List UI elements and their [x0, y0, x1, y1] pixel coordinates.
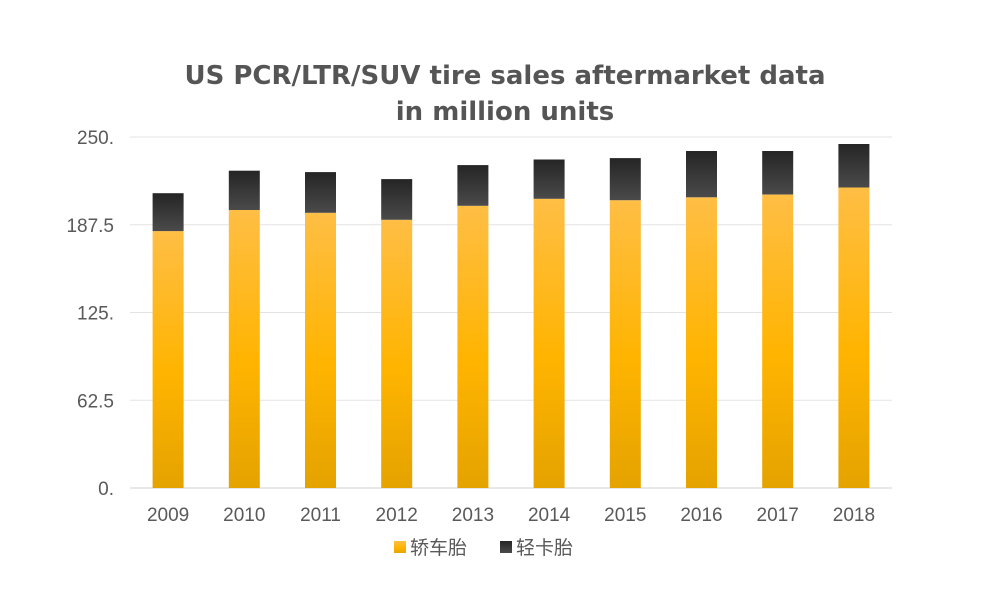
legend-swatch-series-2: [500, 541, 512, 553]
x-tick-label-2014: 2014: [528, 505, 571, 526]
bar-segment-2018-series-2: [838, 144, 870, 188]
x-tick-label-2012: 2012: [376, 505, 418, 526]
bar-segment-2012-series-2: [381, 179, 413, 220]
legend: 轿车胎 轻卡胎: [394, 537, 573, 559]
bar-segment-2014-series-2: [533, 159, 565, 199]
bar-segment-2016-series-1: [686, 197, 717, 488]
x-tick-label-2016: 2016: [680, 505, 722, 526]
y-tick-label: 62.5: [77, 391, 114, 412]
x-tick-label-2010: 2010: [223, 505, 265, 526]
bar-segment-2013-series-2: [457, 165, 489, 206]
y-tick-label: 0.: [98, 479, 114, 500]
bars: [152, 144, 870, 489]
bar-segment-2017-series-2: [762, 151, 794, 195]
bar-segment-2011-series-1: [305, 212, 336, 489]
legend-label-series-2: 轻卡胎: [516, 537, 573, 559]
legend-label-series-1: 轿车胎: [410, 537, 467, 559]
chart-title-line-1: US PCR/LTR/SUV tire sales aftermarket da…: [184, 61, 825, 91]
bar-segment-2009-series-1: [152, 231, 184, 488]
bar-segment-2013-series-1: [457, 205, 489, 489]
chart-title-line-2: in million units: [396, 97, 614, 127]
bar-segment-2015-series-1: [609, 200, 641, 488]
bar-segment-2014-series-1: [533, 198, 565, 489]
bar-segment-2015-series-2: [609, 158, 641, 201]
x-axis-tick-labels: 2009 2010 2011 2012 2013 2014 2015 2016 2017 2018: [147, 505, 875, 526]
x-tick-label-2017: 2017: [757, 505, 799, 526]
bar-segment-2016-series-2: [686, 151, 717, 198]
x-tick-label-2015: 2015: [604, 505, 646, 526]
y-tick-label: 250.: [77, 128, 114, 149]
bar-segment-2017-series-1: [762, 194, 794, 488]
bar-segment-2018-series-1: [838, 187, 870, 488]
bar-segment-2010-series-2: [228, 170, 260, 210]
x-tick-label-2013: 2013: [452, 505, 494, 526]
y-axis-tick-labels: 0. 62.5 125. 187.5 250.: [66, 128, 114, 500]
x-tick-label-2018: 2018: [833, 505, 875, 526]
y-tick-label: 125.: [77, 304, 114, 325]
x-tick-label-2009: 2009: [147, 505, 189, 526]
bar-segment-2010-series-1: [228, 210, 260, 488]
y-tick-label: 187.5: [66, 216, 114, 237]
bar-segment-2009-series-2: [152, 193, 184, 232]
x-tick-label-2011: 2011: [300, 505, 341, 526]
bar-segment-2011-series-2: [305, 172, 336, 213]
legend-swatch-series-1: [394, 541, 406, 553]
bar-segment-2012-series-1: [381, 219, 413, 489]
